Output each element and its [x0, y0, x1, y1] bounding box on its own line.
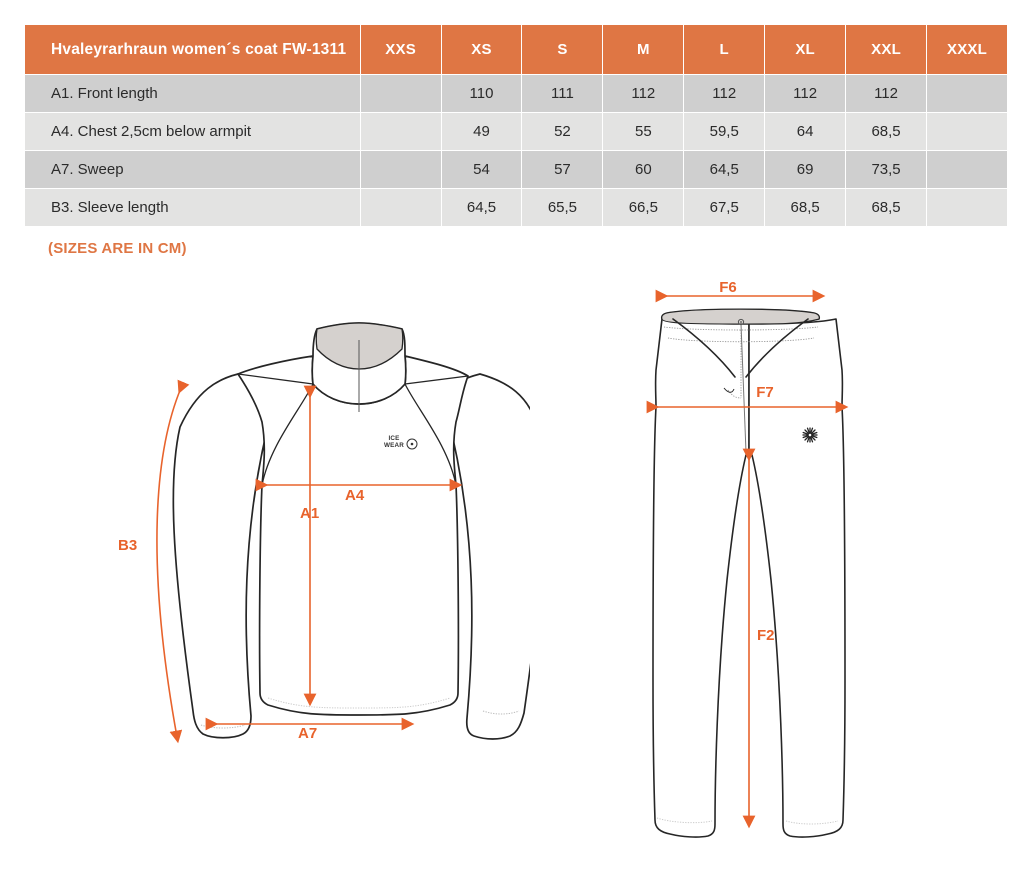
- svg-text:WEAR: WEAR: [384, 442, 404, 449]
- svg-text:A4: A4: [345, 487, 365, 504]
- svg-text:A1: A1: [300, 505, 319, 522]
- svg-text:F2: F2: [757, 627, 775, 644]
- svg-text:B3: B3: [118, 537, 137, 554]
- svg-text:ICE: ICE: [388, 435, 399, 442]
- svg-text:A7: A7: [298, 725, 317, 742]
- svg-text:F6: F6: [719, 280, 737, 296]
- svg-text:F7: F7: [756, 384, 774, 401]
